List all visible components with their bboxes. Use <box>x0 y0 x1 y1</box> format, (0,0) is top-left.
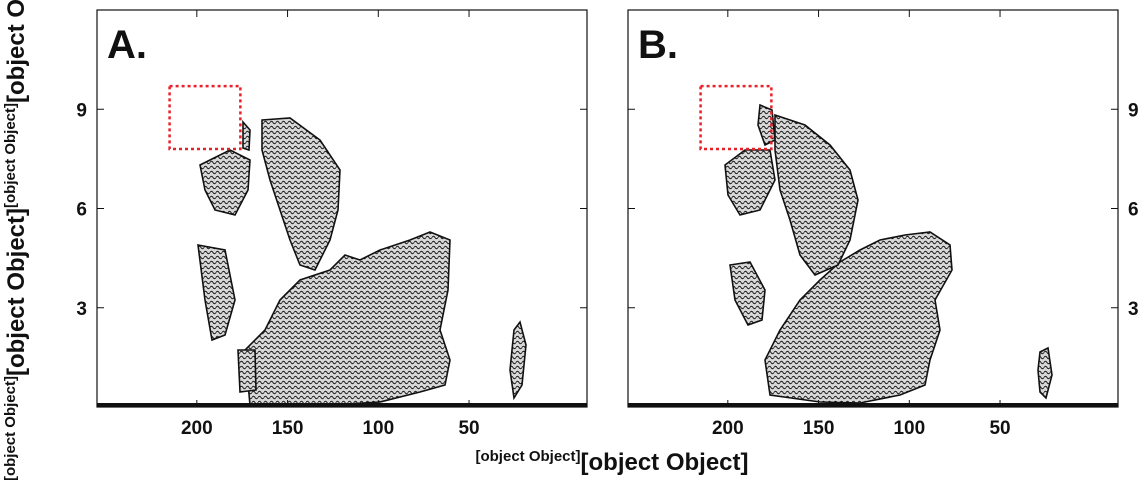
highlight-box <box>168 84 242 151</box>
x-tick-label: 200 <box>181 418 213 439</box>
x-tick-label: 150 <box>803 418 835 439</box>
x-tick-label: 100 <box>362 418 394 439</box>
highlight-box <box>699 84 773 151</box>
panel-label: B. <box>638 23 678 67</box>
superscript: [object Object] <box>475 448 580 465</box>
x-tick-label: 50 <box>458 418 479 439</box>
superscript: [object Object] <box>2 103 19 208</box>
x-tick-label: 100 <box>893 418 925 439</box>
y-axis-label: [object Object][object Object][object Ob… <box>2 0 30 480</box>
y-tick-label: 9 <box>76 100 87 121</box>
x-tick-label: 50 <box>989 418 1010 439</box>
superscript: [object Object] <box>2 376 19 480</box>
contours-b <box>628 103 1118 407</box>
y-tick-label: 6 <box>1128 200 1139 221</box>
y-tick-label: 3 <box>76 299 87 320</box>
y-tick-label: 6 <box>76 200 87 221</box>
x-tick-label: 150 <box>272 418 304 439</box>
y-tick-label: 3 <box>1128 299 1139 320</box>
label-part: [object Object] <box>3 0 30 103</box>
label-part: [object Object] <box>581 449 749 476</box>
x-tick-label: 200 <box>712 418 744 439</box>
label-part: [object Object] <box>3 208 30 376</box>
y-tick-label: 9 <box>1128 100 1139 121</box>
panel-label: A. <box>107 23 147 67</box>
contours-a <box>97 117 587 407</box>
x-axis-label: [object Object][object Object] <box>475 448 748 476</box>
